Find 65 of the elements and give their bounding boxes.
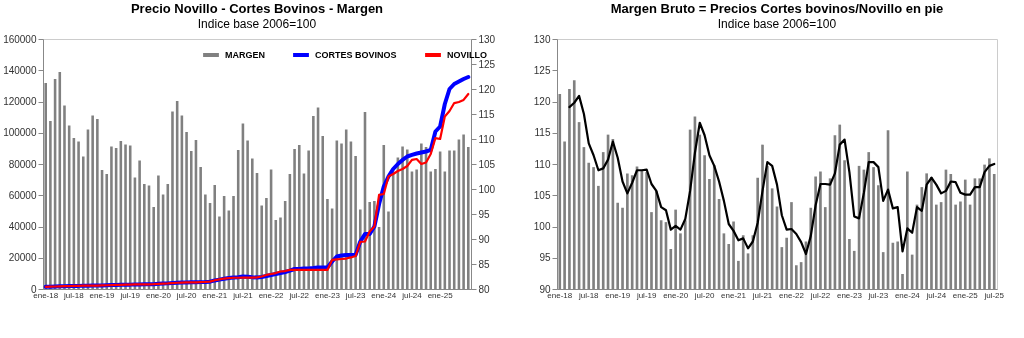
y-tick-label: 120000	[3, 96, 37, 107]
x-tick-label: jul-23	[867, 290, 889, 300]
x-tick-label: jul-23	[344, 290, 366, 300]
y2-tick-label: 80	[478, 283, 491, 295]
x-tick-label: ene-25	[427, 290, 454, 300]
y-tick-label: 90	[539, 283, 551, 295]
y2-tick-label: 90	[478, 233, 491, 245]
y-tick-label: 110	[534, 158, 551, 170]
y-tick-label: 130	[533, 33, 551, 45]
x-tick-label: ene-24	[894, 290, 921, 300]
y-tick-label: 80000	[8, 158, 37, 170]
x-tick-label: ene-21	[202, 290, 228, 300]
x-tick-label: ene-23	[836, 290, 863, 300]
y-tick-label: 115	[534, 127, 551, 139]
chart-subtitle: Indice base 2006=100	[197, 17, 317, 31]
y-tick-label: 140000	[3, 64, 37, 76]
x-tick-label: jul-25	[983, 290, 1005, 300]
x-tick-label: jul-19	[635, 290, 657, 300]
x-tick-label: ene-24	[371, 290, 397, 300]
y-tick-label: 100000	[3, 127, 37, 139]
x-tick-label: jul-18	[63, 290, 85, 300]
x-tick-label: ene-22	[779, 290, 805, 300]
y-tick-label: 95	[539, 252, 551, 264]
x-tick-label: jul-18	[577, 290, 600, 300]
x-tick-label: jul-19	[119, 290, 141, 300]
y2-tick-label: 95	[478, 208, 491, 220]
x-tick-label: jul-20	[693, 290, 715, 300]
x-tick-label: ene-23	[314, 290, 341, 300]
y-tick-label: 120	[533, 96, 551, 107]
y2-tick-label: 120	[478, 83, 496, 95]
x-tick-label: ene-20	[663, 290, 689, 300]
x-tick-label: ene-20	[145, 290, 172, 300]
y-tick-label: 0	[30, 283, 37, 295]
y2-tick-label: 130	[478, 33, 496, 45]
y-tick-label: 160000	[3, 33, 37, 45]
y-tick-label: 20000	[8, 252, 37, 264]
x-tick-label: ene-22	[258, 290, 285, 300]
x-tick-label: jul-22	[809, 290, 831, 300]
y-tick-label: 125	[533, 64, 551, 76]
y2-tick-label: 125	[478, 58, 496, 70]
x-tick-label: jul-22	[288, 290, 310, 300]
chart-title: Margen Bruto = Precios Cortes bovinos/Novillo en pie	[610, 1, 944, 16]
legend-label: CORTES BOVINOS	[315, 50, 397, 60]
x-tick-label: ene-19	[89, 290, 116, 300]
x-tick-label: jul-21	[751, 290, 773, 300]
y-tick-label: 40000	[8, 221, 37, 232]
x-tick-label: ene-25	[952, 290, 979, 300]
x-tick-label: jul-24	[401, 290, 423, 300]
y2-tick-label: 105	[478, 158, 496, 170]
x-tick-label: ene-21	[721, 290, 747, 300]
chart-title: Precio Novillo - Cortes Bovinos - Margen	[130, 1, 384, 16]
legend-label: MARGEN	[225, 50, 265, 60]
x-tick-label: jul-21	[232, 290, 254, 300]
x-tick-label: jul-20	[175, 290, 197, 300]
y2-tick-label: 85	[478, 258, 491, 270]
chart-subtitle: Indice base 2006=100	[717, 17, 837, 31]
legend-label: NOVILLO	[447, 50, 487, 60]
y2-tick-label: 110	[478, 133, 495, 145]
y2-tick-label: 115	[478, 108, 495, 120]
x-tick-label: jul-24	[925, 290, 947, 300]
y-tick-label: 105	[533, 189, 551, 201]
y-tick-label: 60000	[8, 189, 37, 201]
x-tick-label: ene-19	[605, 290, 631, 300]
y-tick-label: 100	[533, 221, 551, 232]
y2-tick-label: 100	[478, 183, 496, 195]
